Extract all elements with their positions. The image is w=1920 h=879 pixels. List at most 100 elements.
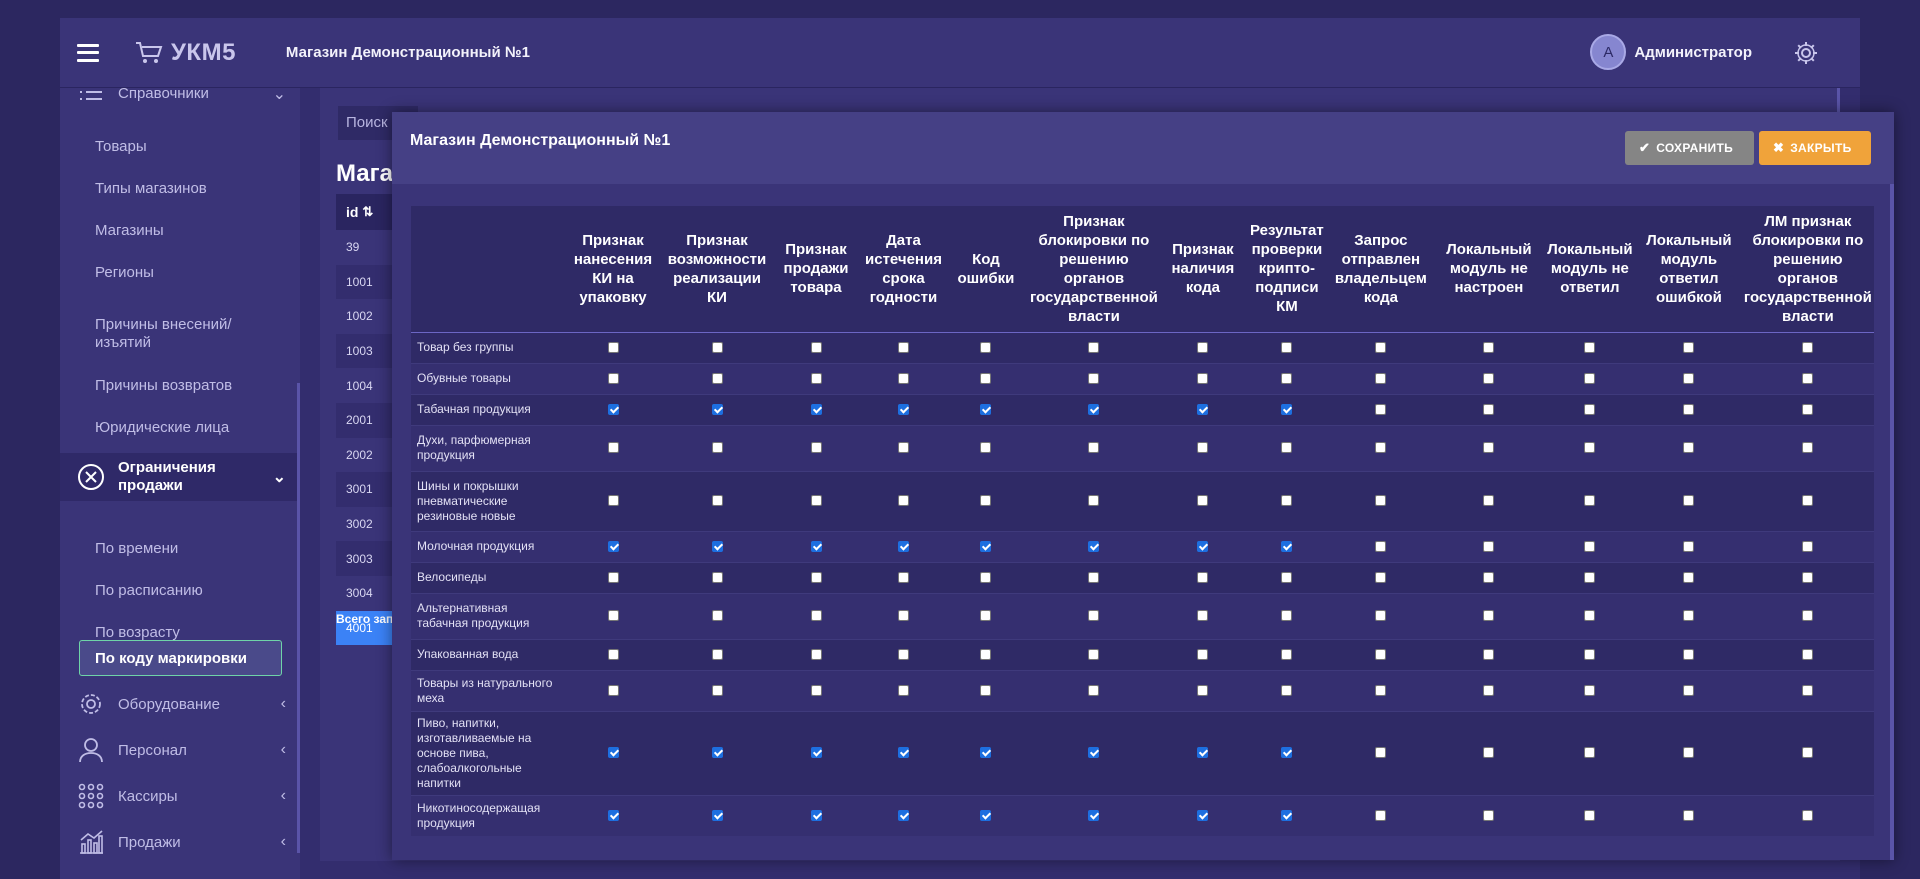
checkbox[interactable] xyxy=(1281,495,1293,507)
sidebar-group-cashiers[interactable]: Кассиры ‹ xyxy=(60,776,300,816)
checkbox[interactable] xyxy=(1802,648,1814,660)
checkbox[interactable] xyxy=(1483,747,1495,759)
checkbox[interactable] xyxy=(1584,403,1596,415)
checkbox[interactable] xyxy=(1802,372,1814,384)
checkbox[interactable] xyxy=(1197,540,1209,552)
checkbox[interactable] xyxy=(1375,684,1387,696)
checkbox[interactable] xyxy=(1802,442,1814,454)
sidebar-group-personnel[interactable]: Персонал ‹ xyxy=(60,730,300,770)
checkbox[interactable] xyxy=(1584,372,1596,384)
checkbox[interactable] xyxy=(810,495,822,507)
checkbox[interactable] xyxy=(1088,610,1100,622)
checkbox[interactable] xyxy=(1483,442,1495,454)
checkbox[interactable] xyxy=(607,403,619,415)
table-row-selected[interactable]: 4001 xyxy=(336,610,396,646)
checkbox[interactable] xyxy=(1483,403,1495,415)
checkbox[interactable] xyxy=(1584,571,1596,583)
checkbox[interactable] xyxy=(1375,495,1387,507)
checkbox[interactable] xyxy=(1483,810,1495,822)
checkbox[interactable] xyxy=(980,495,992,507)
checkbox[interactable] xyxy=(810,810,822,822)
checkbox[interactable] xyxy=(1375,540,1387,552)
save-button[interactable]: ✔ СОХРАНИТЬ xyxy=(1625,131,1754,165)
checkbox[interactable] xyxy=(897,684,909,696)
checkbox[interactable] xyxy=(711,571,723,583)
checkbox[interactable] xyxy=(897,810,909,822)
modal-scrollbar[interactable] xyxy=(1890,184,1894,860)
checkbox[interactable] xyxy=(1683,747,1695,759)
checkbox[interactable] xyxy=(1802,403,1814,415)
sidebar-item-return-reasons[interactable]: Причины возвратов xyxy=(95,377,233,394)
checkbox[interactable] xyxy=(1683,610,1695,622)
checkbox[interactable] xyxy=(1088,810,1100,822)
checkbox[interactable] xyxy=(711,810,723,822)
checkbox[interactable] xyxy=(711,403,723,415)
checkbox[interactable] xyxy=(1483,495,1495,507)
checkbox[interactable] xyxy=(810,684,822,696)
checkbox[interactable] xyxy=(1088,403,1100,415)
checkbox[interactable] xyxy=(607,810,619,822)
checkbox[interactable] xyxy=(1483,571,1495,583)
checkbox[interactable] xyxy=(1375,610,1387,622)
checkbox[interactable] xyxy=(607,610,619,622)
checkbox[interactable] xyxy=(1088,684,1100,696)
menu-toggle-icon[interactable] xyxy=(77,43,99,62)
checkbox[interactable] xyxy=(1584,810,1596,822)
checkbox[interactable] xyxy=(1483,684,1495,696)
checkbox[interactable] xyxy=(980,372,992,384)
checkbox[interactable] xyxy=(1281,684,1293,696)
checkbox[interactable] xyxy=(607,540,619,552)
checkbox[interactable] xyxy=(1375,571,1387,583)
checkbox[interactable] xyxy=(1483,372,1495,384)
checkbox[interactable] xyxy=(1375,403,1387,415)
checkbox[interactable] xyxy=(1281,747,1293,759)
checkbox[interactable] xyxy=(1683,442,1695,454)
checkbox[interactable] xyxy=(1584,341,1596,353)
checkbox[interactable] xyxy=(1584,684,1596,696)
checkbox[interactable] xyxy=(1802,684,1814,696)
checkbox[interactable] xyxy=(1483,341,1495,353)
sidebar-item-store-types[interactable]: Типы магазинов xyxy=(95,180,207,197)
checkbox[interactable] xyxy=(810,648,822,660)
app-logo[interactable]: УКМ5 xyxy=(135,39,236,67)
checkbox[interactable] xyxy=(1088,495,1100,507)
checkbox[interactable] xyxy=(607,341,619,353)
checkbox[interactable] xyxy=(897,442,909,454)
checkbox[interactable] xyxy=(711,747,723,759)
checkbox[interactable] xyxy=(810,341,822,353)
checkbox[interactable] xyxy=(980,403,992,415)
table-row[interactable]: 3002 xyxy=(346,517,373,532)
table-row[interactable]: 3004 xyxy=(346,586,373,601)
checkbox[interactable] xyxy=(1683,372,1695,384)
gear-icon[interactable] xyxy=(1794,41,1818,65)
checkbox[interactable] xyxy=(1375,648,1387,660)
checkbox[interactable] xyxy=(980,540,992,552)
checkbox[interactable] xyxy=(1375,747,1387,759)
checkbox[interactable] xyxy=(1088,540,1100,552)
user-name[interactable]: Администратор xyxy=(1634,43,1752,61)
checkbox[interactable] xyxy=(607,442,619,454)
sidebar-group-sales[interactable]: Продажи ‹ xyxy=(60,822,300,862)
checkbox[interactable] xyxy=(897,341,909,353)
user-menu[interactable]: А Администратор xyxy=(1590,34,1752,70)
checkbox[interactable] xyxy=(810,403,822,415)
sidebar-item-by-age[interactable]: По возрасту xyxy=(95,624,180,641)
checkbox[interactable] xyxy=(1281,648,1293,660)
table-row[interactable]: 1001 xyxy=(336,264,396,300)
checkbox[interactable] xyxy=(1802,610,1814,622)
checkbox[interactable] xyxy=(711,540,723,552)
checkbox[interactable] xyxy=(1483,648,1495,660)
checkbox[interactable] xyxy=(711,341,723,353)
checkbox[interactable] xyxy=(1088,747,1100,759)
checkbox[interactable] xyxy=(711,684,723,696)
checkbox[interactable] xyxy=(607,747,619,759)
checkbox[interactable] xyxy=(1802,540,1814,552)
checkbox[interactable] xyxy=(1375,442,1387,454)
checkbox[interactable] xyxy=(1281,403,1293,415)
checkbox[interactable] xyxy=(897,747,909,759)
sidebar-item-stores[interactable]: Магазины xyxy=(95,222,164,239)
checkbox[interactable] xyxy=(1802,341,1814,353)
checkbox[interactable] xyxy=(1281,610,1293,622)
checkbox[interactable] xyxy=(711,372,723,384)
sidebar-item-by-time[interactable]: По времени xyxy=(95,540,179,557)
